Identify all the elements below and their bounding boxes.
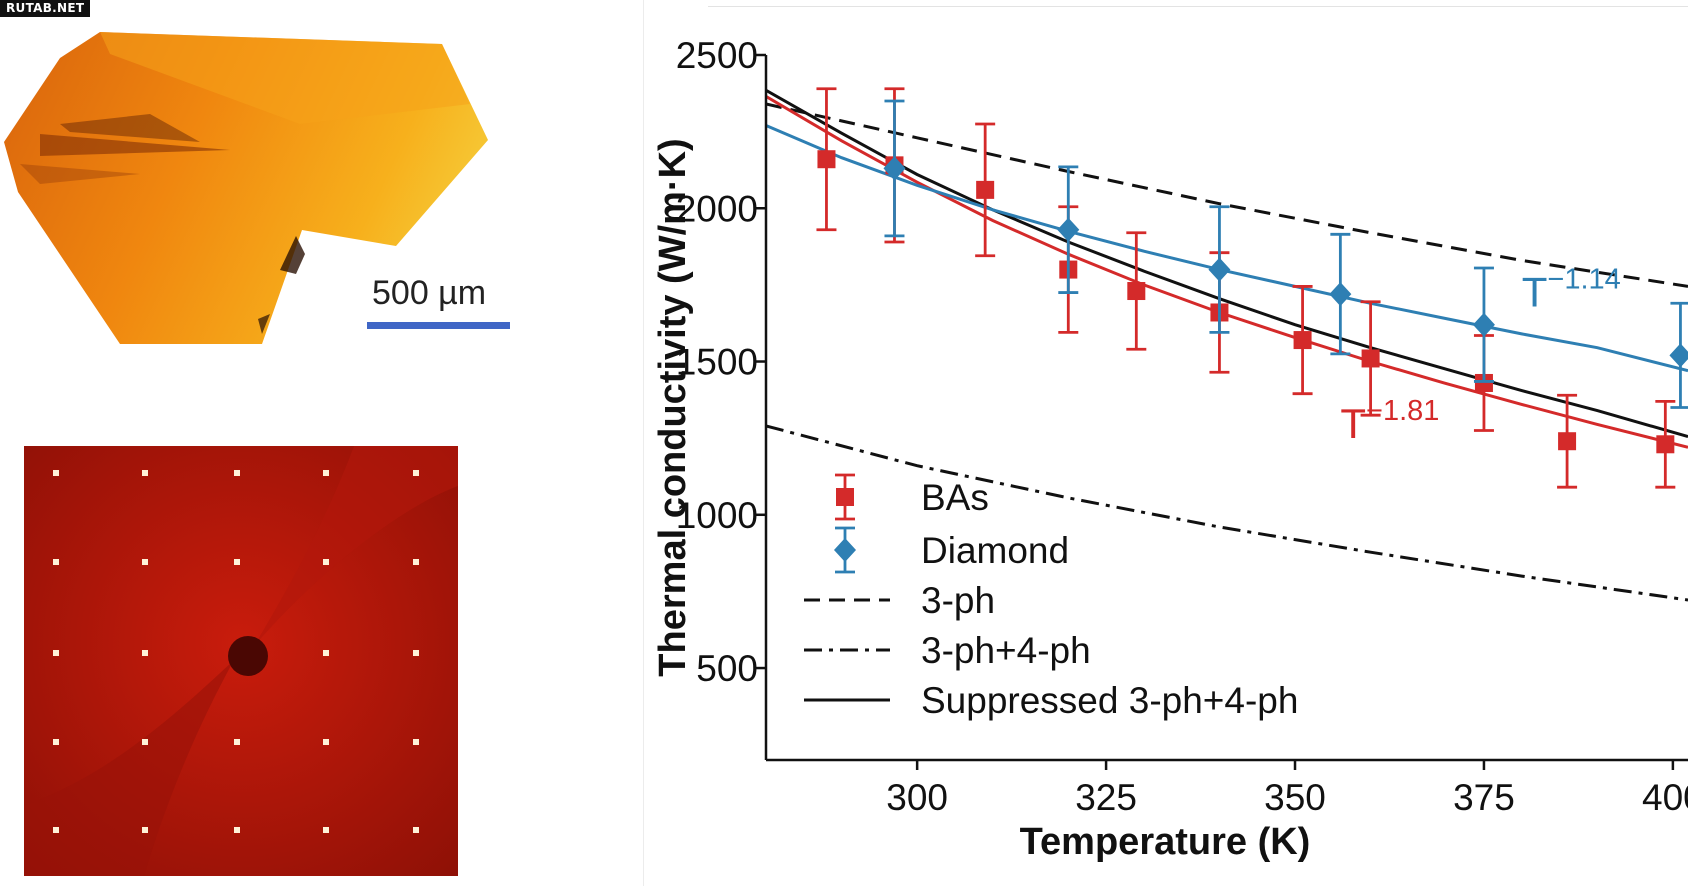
y-tick-label: 1000 — [676, 495, 758, 536]
diffraction-spot — [53, 739, 59, 745]
diffraction-spot — [323, 559, 329, 565]
x-tick-label: 375 — [1453, 777, 1515, 818]
curve-fit — [766, 124, 1688, 373]
diamond-point — [1057, 217, 1080, 242]
diffraction-spot — [323, 827, 329, 833]
legend-item: 3-ph+4-ph — [804, 630, 1091, 671]
diffraction-spot — [53, 470, 59, 476]
top-rule — [708, 6, 1688, 7]
y-tick-label: 2000 — [676, 188, 758, 229]
bas-point — [976, 180, 995, 199]
diamond-point — [883, 156, 906, 181]
x-tick-label: 300 — [886, 777, 948, 818]
diffraction-spot — [413, 650, 419, 656]
diffraction-spot — [323, 470, 329, 476]
x-axis-label: Temperature (K) — [1020, 821, 1311, 863]
legend-label: 3-ph+4-ph — [921, 630, 1091, 671]
diffraction-spot — [413, 559, 419, 565]
diffraction-spot — [413, 470, 419, 476]
legend-label: 3-ph — [921, 580, 995, 621]
thermal-conductivity-chart: T−1.81 T−1.14 300 325 350 375 400 500 1000 1500 2… — [652, 35, 1688, 863]
diffraction-spot — [53, 650, 59, 656]
x-tick-label: 325 — [1075, 777, 1137, 818]
plot-area: T−1.81 T−1.14 — [766, 87, 1688, 602]
diffraction-spot — [142, 650, 148, 656]
diffraction-spot — [323, 650, 329, 656]
bas-point — [1361, 349, 1380, 368]
legend-marker — [834, 538, 856, 562]
legend-marker — [836, 488, 854, 506]
axes: 300 325 350 375 400 500 1000 1500 2000 2500 — [676, 35, 1688, 818]
diamond-point — [1472, 312, 1495, 337]
diffraction-spot — [234, 470, 240, 476]
diffraction-spot — [53, 827, 59, 833]
diffraction-spot — [234, 559, 240, 565]
bas-point — [1127, 282, 1146, 301]
legend-item: 3-ph — [804, 580, 995, 621]
legend-item: Diamond — [834, 526, 1069, 574]
beam-stop — [228, 636, 268, 676]
fit-annotation: T−1.14 — [1522, 263, 1621, 315]
y-tick-label: 1500 — [676, 342, 758, 383]
y-tick-label: 500 — [696, 648, 758, 689]
bas-point — [1293, 331, 1312, 350]
x-tick-label: 350 — [1264, 777, 1326, 818]
y-axis-label: Thermal conductivity (W/m·K) — [652, 138, 694, 676]
legend-item: BAs — [835, 473, 989, 521]
diffraction-spot — [142, 470, 148, 476]
diffraction-spot — [234, 827, 240, 833]
diffraction-spot — [323, 739, 329, 745]
diffraction-spot — [142, 827, 148, 833]
scale-bar — [367, 322, 510, 329]
curve-3-ph-4-ph — [766, 424, 1688, 602]
diffraction-spot — [413, 739, 419, 745]
series-diamond — [883, 99, 1688, 409]
legend-label: BAs — [921, 477, 989, 518]
bas-point — [1656, 435, 1675, 454]
diamond-point — [1329, 282, 1352, 307]
legend-label: Diamond — [921, 530, 1069, 571]
bas-point — [1558, 432, 1577, 451]
curve-3-ph — [766, 102, 1688, 288]
diffraction-spot — [53, 559, 59, 565]
legend-item: Suppressed 3-ph+4-ph — [804, 680, 1298, 721]
panel-divider — [643, 0, 644, 886]
legend: BAs Diamond 3-ph 3-ph+4-ph Suppressed 3-ph+4… — [804, 473, 1298, 721]
diffraction-spot — [142, 739, 148, 745]
x-tick-label: 400 — [1642, 777, 1688, 818]
diffraction-spot — [234, 739, 240, 745]
legend-label: Suppressed 3-ph+4-ph — [921, 680, 1298, 721]
watermark: RUTAB.NET — [0, 0, 91, 17]
diffraction-spot — [142, 559, 148, 565]
diamond-point — [1669, 343, 1688, 368]
y-tick-label: 2500 — [676, 35, 758, 76]
fit-annotation: T−1.81 — [1340, 395, 1439, 447]
bas-point — [817, 150, 836, 169]
crystal-photo — [4, 32, 488, 344]
laue-diffraction-pattern — [24, 446, 458, 876]
scale-bar-label: 500 µm — [372, 274, 487, 312]
diamond-point — [1208, 257, 1231, 282]
diffraction-spot — [413, 827, 419, 833]
bas-point — [1474, 373, 1493, 392]
